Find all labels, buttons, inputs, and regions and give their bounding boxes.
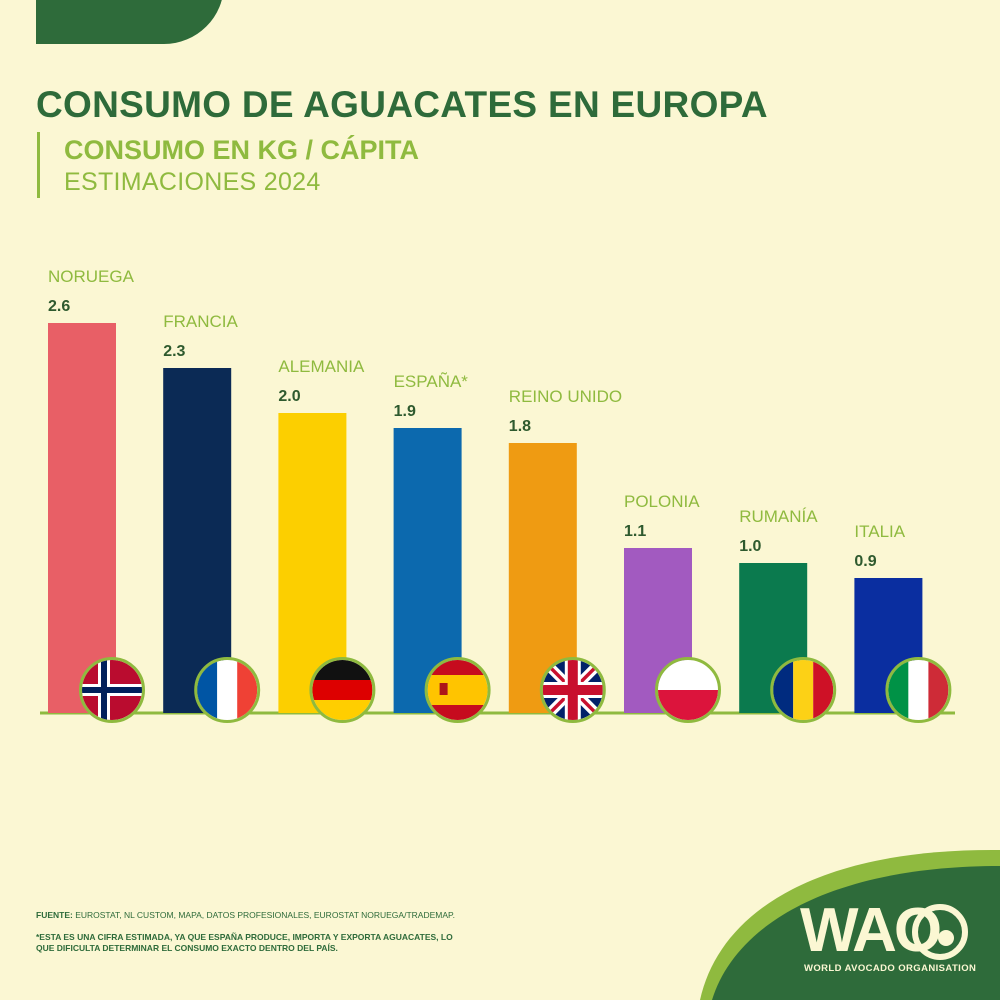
category-label: RUMANÍA xyxy=(739,507,818,526)
value-label: 2.6 xyxy=(48,298,70,315)
value-label: 1.8 xyxy=(509,418,531,435)
france-flag-icon xyxy=(197,660,258,720)
avocado-seed-icon xyxy=(912,904,968,960)
value-label: 1.1 xyxy=(624,523,646,540)
flag-ring xyxy=(655,657,721,723)
flag-ring xyxy=(424,657,491,723)
value-label: 0.9 xyxy=(854,553,876,570)
value-label: 1.0 xyxy=(739,538,761,555)
category-label: ESPAÑA* xyxy=(394,372,469,391)
flag-ring xyxy=(309,657,376,723)
source-text: EUROSTAT, NL CUSTOM, MAPA, DATOS PROFESI… xyxy=(72,910,455,920)
category-label: ALEMANIA xyxy=(278,357,365,376)
category-label: ITALIA xyxy=(854,522,905,541)
flag-ring xyxy=(539,657,606,723)
logo-tagline: WORLD AVOCADO ORGANISATION xyxy=(804,963,977,974)
category-label: FRANCIA xyxy=(163,312,238,331)
category-label: NORUEGA xyxy=(48,267,135,286)
source-label: FUENTE: xyxy=(36,910,73,920)
value-label: 1.9 xyxy=(394,403,416,420)
top-corner-tab xyxy=(36,0,224,44)
value-label: 2.3 xyxy=(163,343,185,360)
uk-flag-icon xyxy=(542,660,603,720)
flag-ring xyxy=(885,657,952,723)
bar-0 xyxy=(48,323,116,713)
norway-flag-icon xyxy=(82,660,142,720)
subtitle-accent-bar xyxy=(37,132,40,198)
source-footnote: FUENTE: EUROSTAT, NL CUSTOM, MAPA, DATOS… xyxy=(36,910,455,920)
chart-subtitle: CONSUMO EN KG / CÁPITA xyxy=(64,135,420,165)
romania-flag-icon xyxy=(773,660,834,720)
bar-1 xyxy=(163,368,232,713)
value-label: 2.0 xyxy=(278,388,300,405)
italy-flag-icon xyxy=(888,660,949,720)
estimate-footnote: *ESTA ES UNA CIFRA ESTIMADA, YA QUE ESPA… xyxy=(36,932,453,953)
flag-ring xyxy=(770,657,837,723)
flag-ring xyxy=(194,657,261,723)
flag-ring xyxy=(79,657,145,723)
germany-flag-icon xyxy=(312,660,373,720)
category-label: REINO UNIDO xyxy=(509,387,622,406)
logo-wordmark: WAO xyxy=(800,896,942,965)
category-label: POLONIA xyxy=(624,492,700,511)
page-title: CONSUMO DE AGUACATES EN EUROPA xyxy=(36,84,768,125)
chart-subtitle-year: ESTIMACIONES 2024 xyxy=(64,168,321,196)
